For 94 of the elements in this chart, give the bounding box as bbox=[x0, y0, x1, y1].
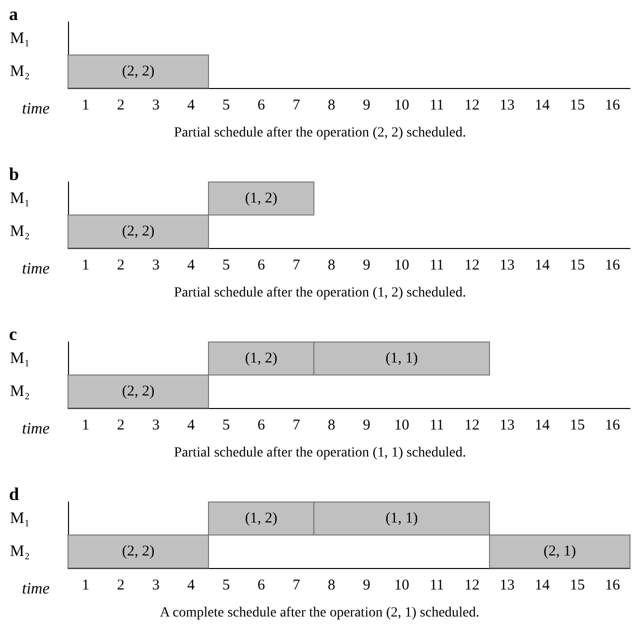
data-label: (2, 2) bbox=[122, 544, 154, 560]
data-label: (1, 1) bbox=[385, 510, 418, 526]
x-tick-label: 1 bbox=[82, 578, 90, 594]
x-tick-label: 7 bbox=[292, 258, 301, 274]
x-tick-label: 14 bbox=[534, 418, 550, 434]
data-label: (2, 2) bbox=[122, 64, 154, 80]
x-tick-label: 5 bbox=[222, 578, 230, 594]
x-tick-label: 6 bbox=[257, 98, 266, 114]
x-tick-label: 12 bbox=[464, 98, 480, 114]
x-tick-label: 12 bbox=[464, 258, 480, 274]
data-label: (2, 2) bbox=[122, 384, 154, 400]
x-tick-label: 2 bbox=[116, 418, 124, 434]
x-tick-label: 3 bbox=[152, 258, 160, 274]
y-tick-label: M₁ bbox=[10, 350, 30, 367]
x-tick-label: 4 bbox=[187, 258, 196, 274]
x-tick-label: 9 bbox=[362, 578, 370, 594]
x-tick-label: 9 bbox=[362, 258, 370, 274]
y-tick-label: M₂ bbox=[10, 383, 30, 400]
x-tick-label: 8 bbox=[328, 98, 336, 114]
x-tick-label: 1 bbox=[82, 418, 90, 434]
text: Partial schedule after the operation (1, 1) scheduled. bbox=[174, 446, 466, 460]
x-tick-label: 11 bbox=[430, 418, 444, 434]
x-axis-title: time bbox=[22, 100, 50, 118]
x-tick-label: 4 bbox=[187, 98, 196, 114]
x-tick-label: 9 bbox=[362, 418, 370, 434]
y-tick-label: M₂ bbox=[10, 543, 30, 560]
x-tick-label: 14 bbox=[534, 98, 550, 114]
x-tick-label: 6 bbox=[257, 578, 266, 594]
text: Partial schedule after the operation (1, 2) scheduled. bbox=[174, 286, 466, 300]
data-label: (1, 2) bbox=[244, 350, 278, 366]
x-tick-label: 7 bbox=[292, 578, 301, 594]
data-label: (1, 2) bbox=[244, 510, 278, 526]
x-tick-label: 15 bbox=[570, 418, 585, 434]
x-tick-label: 4 bbox=[187, 418, 196, 434]
x-tick-label: 4 bbox=[187, 578, 196, 594]
x-tick-label: 16 bbox=[604, 578, 620, 594]
x-tick-label: 12 bbox=[464, 578, 480, 594]
x-tick-label: 10 bbox=[394, 418, 410, 434]
chart-title: b bbox=[9, 164, 20, 184]
text: Partial schedule after the operation (2, 2) scheduled. bbox=[174, 126, 466, 140]
x-tick-label: 7 bbox=[292, 98, 301, 114]
x-tick-label: 14 bbox=[534, 258, 550, 274]
data-label: (2, 1) bbox=[544, 544, 576, 560]
x-tick-label: 16 bbox=[604, 98, 620, 114]
x-tick-label: 12 bbox=[464, 418, 480, 434]
x-tick-label: 3 bbox=[152, 98, 160, 114]
x-tick-label: 5 bbox=[222, 258, 230, 274]
x-tick-label: 2 bbox=[116, 98, 124, 114]
x-tick-label: 8 bbox=[328, 418, 336, 434]
data-label: (2, 2) bbox=[122, 224, 154, 240]
x-tick-label: 10 bbox=[394, 98, 410, 114]
x-tick-label: 2 bbox=[116, 258, 124, 274]
x-tick-label: 11 bbox=[430, 258, 444, 274]
y-tick-label: M₁ bbox=[10, 30, 30, 47]
chart-title: c bbox=[9, 324, 17, 344]
x-axis-title: time bbox=[22, 260, 50, 278]
x-tick-label: 15 bbox=[570, 98, 585, 114]
text: A complete schedule after the operation (2, 1) scheduled. bbox=[160, 606, 480, 620]
x-tick-label: 16 bbox=[604, 258, 620, 274]
x-tick-label: 13 bbox=[500, 418, 515, 434]
x-tick-label: 2 bbox=[116, 578, 124, 594]
x-tick-label: 13 bbox=[500, 98, 515, 114]
x-tick-label: 6 bbox=[257, 418, 266, 434]
y-tick-label: M₂ bbox=[10, 63, 30, 80]
x-tick-label: 1 bbox=[82, 98, 90, 114]
y-tick-label: M₂ bbox=[10, 223, 30, 240]
y-tick-label: M₁ bbox=[10, 510, 30, 527]
x-tick-label: 1 bbox=[82, 258, 90, 274]
x-tick-label: 16 bbox=[604, 418, 620, 434]
x-tick-label: 3 bbox=[152, 418, 160, 434]
x-tick-label: 10 bbox=[394, 258, 410, 274]
x-tick-label: 5 bbox=[222, 98, 230, 114]
x-tick-label: 5 bbox=[222, 418, 230, 434]
x-tick-label: 15 bbox=[570, 258, 585, 274]
x-tick-label: 14 bbox=[534, 578, 550, 594]
x-tick-label: 8 bbox=[328, 258, 336, 274]
x-axis-title: time bbox=[22, 580, 50, 598]
chart-title: d bbox=[9, 484, 20, 504]
x-tick-label: 11 bbox=[430, 578, 444, 594]
data-label: (1, 1) bbox=[385, 350, 418, 366]
x-tick-label: 3 bbox=[152, 578, 160, 594]
x-tick-label: 7 bbox=[292, 418, 301, 434]
data-label: (1, 2) bbox=[244, 190, 278, 206]
x-tick-label: 11 bbox=[430, 98, 444, 114]
x-tick-label: 9 bbox=[362, 98, 370, 114]
x-tick-label: 13 bbox=[500, 258, 515, 274]
chart-title: a bbox=[9, 4, 18, 24]
x-tick-label: 8 bbox=[328, 578, 336, 594]
x-tick-label: 10 bbox=[394, 578, 410, 594]
y-tick-label: M₁ bbox=[10, 190, 30, 207]
x-tick-label: 6 bbox=[257, 258, 266, 274]
x-tick-label: 15 bbox=[570, 578, 585, 594]
x-tick-label: 13 bbox=[500, 578, 515, 594]
x-axis-title: time bbox=[22, 420, 50, 438]
